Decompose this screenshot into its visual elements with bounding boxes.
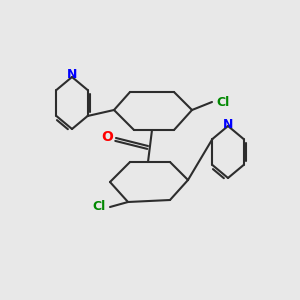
Text: Cl: Cl: [92, 200, 106, 214]
Text: Cl: Cl: [216, 95, 230, 109]
Text: N: N: [67, 68, 77, 82]
Text: N: N: [223, 118, 233, 130]
Text: O: O: [101, 130, 113, 144]
